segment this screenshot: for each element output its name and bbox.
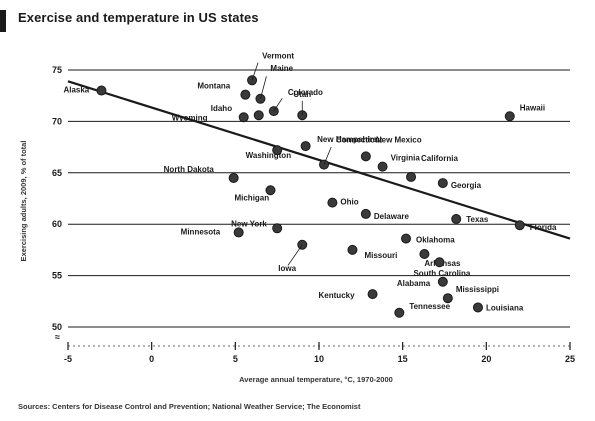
x-tick-label: 15: [398, 354, 408, 364]
label-south-carolina: South Carolina: [413, 269, 470, 278]
leader-colorado: [273, 98, 283, 112]
source-note: Sources: Centers for Disease Control and…: [18, 402, 361, 411]
y-tick-label: 60: [52, 219, 62, 229]
point-idaho: [253, 110, 264, 121]
label-montana: Montana: [197, 82, 230, 91]
point-mississippi: [442, 293, 453, 304]
label-maine: Maine: [270, 64, 293, 73]
x-tick-label: 5: [233, 354, 238, 364]
label-connecticut: Connecticut: [336, 136, 383, 145]
y-tick-label: 65: [52, 168, 62, 178]
point-new-york: [272, 223, 283, 234]
label-virginia: Virginia: [391, 154, 421, 163]
label-new-hampshire: New Hampshire: [317, 135, 378, 144]
point-texas: [451, 214, 462, 225]
label-hawaii: Hawaii: [520, 103, 545, 112]
point-missouri: [347, 244, 358, 255]
label-ohio: Ohio: [340, 198, 358, 207]
axis-layer: 75 70 65 60 55 50≈ -5 0 5 10 15 20 25: [52, 65, 575, 364]
point-north-dakota: [228, 172, 239, 183]
label-minnesota: Minnesota: [181, 227, 221, 236]
point-alaska: [96, 85, 107, 96]
point-layer: Alaska Vermont Montana Maine Colorado IdahoWy…: [63, 51, 557, 318]
point-new-hampshire: [272, 145, 283, 156]
leader-maine: [260, 76, 267, 99]
y-tick-label: 50: [52, 322, 62, 332]
x-axis-label: Average annual temperature, °C, 1970-200…: [239, 375, 393, 384]
point-arkansas: [419, 249, 430, 260]
label-kentucky: Kentucky: [319, 291, 356, 300]
point-vermont: [247, 75, 258, 86]
x-tick-label: 20: [481, 354, 491, 364]
point-montana: [240, 89, 251, 100]
point-virginia: [377, 161, 388, 172]
point-new-mexico: [360, 151, 371, 162]
trend-line: [67, 80, 571, 240]
leader-connecticut: [323, 146, 332, 165]
label-mississippi: Mississippi: [456, 285, 499, 294]
point-florida: [514, 220, 525, 231]
label-tennessee: Tennessee: [409, 302, 450, 311]
label-louisiana: Louisiana: [486, 303, 524, 312]
label-missouri: Missouri: [364, 251, 397, 260]
y-tick-label: 75: [52, 65, 62, 75]
point-oklahoma: [401, 233, 412, 244]
label-california: California: [421, 154, 458, 163]
trend-layer: [67, 80, 571, 240]
label-oklahoma: Oklahoma: [416, 236, 455, 245]
x-tick-label: -5: [64, 354, 72, 364]
label-north-dakota: North Dakota: [164, 165, 215, 174]
point-kentucky: [367, 289, 378, 300]
label-delaware: Delaware: [374, 212, 410, 221]
point-california: [406, 171, 417, 182]
y-tick-label: 55: [52, 271, 62, 281]
label-iowa: Iowa: [278, 264, 296, 273]
y-axis-label: Exercising adults, 2009, % of total: [19, 141, 28, 262]
x-tick-label: 10: [314, 354, 324, 364]
point-washington: [300, 141, 311, 152]
point-tennessee: [394, 307, 405, 318]
label-utah: Utah: [293, 90, 311, 99]
point-alabama: [437, 276, 448, 287]
label-idaho: Idaho: [211, 104, 232, 113]
label-new-mexico: New Mexico: [376, 135, 422, 144]
x-tick-label: 0: [149, 354, 154, 364]
x-tick-label: 25: [565, 354, 575, 364]
label-alaska: Alaska: [63, 86, 89, 95]
label-wyoming: Wyoming: [172, 113, 208, 122]
label-alabama: Alabama: [397, 279, 431, 288]
label-washington: Washington: [246, 151, 292, 160]
point-louisiana: [472, 302, 483, 313]
label-colorado: Colorado: [288, 88, 323, 97]
title-accent-bar: [0, 10, 6, 32]
point-minnesota: [233, 227, 244, 238]
point-ohio: [327, 197, 338, 208]
label-texas: Texas: [466, 215, 489, 224]
point-hawaii: [504, 111, 515, 122]
y-tick-label: 70: [52, 116, 62, 126]
label-michigan: Michigan: [234, 193, 269, 202]
leader-vermont: [251, 62, 259, 81]
chart-title: Exercise and temperature in US states: [18, 10, 259, 25]
point-delaware: [360, 208, 371, 219]
leader-iowa: [287, 244, 303, 266]
point-michigan: [265, 185, 276, 196]
label-georgia: Georgia: [451, 181, 482, 190]
point-georgia: [437, 178, 448, 189]
axis-break-mark: ≈: [55, 332, 60, 342]
point-south-carolina: [434, 257, 445, 268]
label-vermont: Vermont: [262, 51, 294, 60]
grid-layer: [68, 69, 570, 328]
point-wyoming: [238, 112, 249, 123]
label-new-york: New York: [231, 219, 267, 228]
label-florida: Florida: [530, 223, 557, 232]
